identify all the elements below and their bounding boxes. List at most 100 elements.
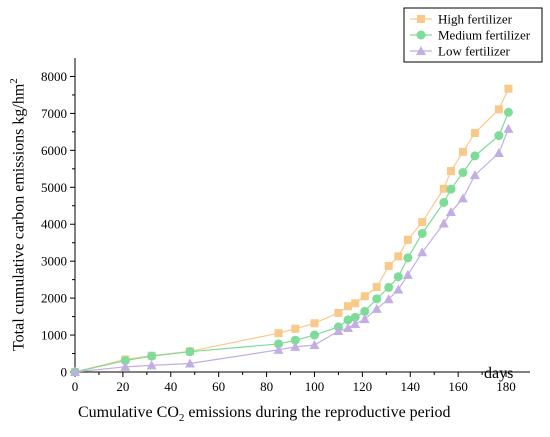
x-tick-label: 120	[353, 379, 373, 394]
legend-label-low-fertilizer: Low fertilizer	[438, 44, 510, 59]
data-point-high-fertilizer	[334, 308, 343, 317]
data-point-medium-fertilizer	[372, 294, 382, 304]
x-axis-ticks: 0 20 40 60 80 100 120 140 160 180	[72, 372, 516, 394]
data-point-low-fertilizer	[417, 247, 428, 257]
data-point-medium-fertilizer	[360, 306, 370, 316]
data-point-medium-fertilizer	[503, 107, 513, 117]
x-tick-label: 140	[401, 379, 421, 394]
x-tick-label: 60	[212, 379, 225, 394]
data-point-high-fertilizer	[494, 105, 503, 114]
data-point-medium-fertilizer	[446, 184, 456, 194]
series-medium-fertilizer	[70, 107, 513, 377]
data-point-medium-fertilizer	[120, 356, 130, 366]
data-point-medium-fertilizer	[417, 228, 427, 238]
data-point-medium-fertilizer	[470, 151, 480, 161]
y-tick-label: 5000	[41, 180, 67, 195]
x-tick-label: 0	[72, 379, 79, 394]
y-tick-label: 1000	[41, 328, 67, 343]
data-point-low-fertilizer	[273, 344, 284, 354]
x-tick-label: 80	[260, 379, 273, 394]
legend-marker-high-fertilizer	[417, 15, 425, 23]
data-point-high-fertilizer	[403, 235, 412, 244]
data-point-high-fertilizer	[310, 319, 319, 328]
data-point-low-fertilizer	[350, 318, 361, 328]
y-tick-label: 3000	[41, 254, 67, 269]
data-point-low-fertilizer	[343, 323, 353, 333]
data-point-low-fertilizer	[359, 314, 370, 324]
series-layer	[70, 84, 514, 377]
data-point-medium-fertilizer	[439, 197, 449, 207]
series-line-low-fertilizer	[74, 128, 510, 373]
y-axis-title: Total cumulative carbon emissions kg/hm2	[8, 79, 28, 352]
y-axis-ticks: 0 1000 2000 3000 4000 5000 6000 7000 8000	[41, 69, 75, 380]
x-tick-label: 100	[305, 379, 325, 394]
y-tick-label: 8000	[41, 69, 67, 84]
data-point-low-fertilizer	[457, 193, 468, 203]
data-point-high-fertilizer	[439, 184, 448, 193]
y-tick-label: 4000	[41, 217, 67, 232]
data-point-low-fertilizer	[493, 147, 504, 157]
data-point-medium-fertilizer	[343, 315, 353, 325]
legend-label-medium-fertilizer: Medium fertilizer	[438, 28, 531, 43]
data-point-high-fertilizer	[291, 324, 300, 333]
legend-item-high-fertilizer: High fertilizer	[410, 12, 513, 27]
data-point-medium-fertilizer	[350, 312, 360, 322]
series-line-high-fertilizer	[74, 88, 509, 373]
axes: 0 20 40 60 80 100 120 140 160 180 0 1000 2000 3000 40…	[41, 58, 530, 394]
x-tick-label: 160	[448, 379, 468, 394]
x-axis-title-suffix: emissions during the reproductive period	[184, 404, 451, 421]
data-point-high-fertilizer	[470, 128, 479, 137]
data-point-low-fertilizer	[445, 207, 456, 217]
y-tick-label: 0	[61, 365, 68, 380]
data-point-high-fertilizer	[446, 167, 455, 176]
legend-marker-medium-fertilizer	[416, 30, 426, 40]
x-axis-title-subscript: 2	[178, 412, 185, 425]
data-point-medium-fertilizer	[393, 272, 403, 282]
y-tick-label: 2000	[41, 291, 67, 306]
data-point-medium-fertilizer	[403, 253, 413, 263]
data-point-low-fertilizer	[309, 340, 320, 350]
data-point-low-fertilizer	[333, 325, 344, 335]
data-point-high-fertilizer	[458, 147, 467, 156]
data-point-medium-fertilizer	[458, 168, 468, 178]
x-tick-label: 20	[116, 379, 129, 394]
data-point-medium-fertilizer	[384, 282, 394, 292]
data-point-low-fertilizer	[383, 294, 394, 304]
data-point-high-fertilizer	[384, 261, 393, 270]
data-point-high-fertilizer	[504, 84, 513, 93]
legend-marker-low-fertilizer	[416, 46, 426, 55]
data-point-high-fertilizer	[274, 329, 283, 338]
data-point-low-fertilizer	[393, 284, 404, 294]
data-point-low-fertilizer	[290, 341, 301, 351]
data-point-high-fertilizer	[394, 252, 403, 261]
data-point-high-fertilizer	[351, 299, 360, 308]
y-tick-label: 6000	[41, 143, 67, 158]
legend-item-low-fertilizer: Low fertilizer	[410, 44, 510, 59]
x-tick-label: 40	[164, 379, 177, 394]
series-line-medium-fertilizer	[74, 112, 510, 373]
data-point-medium-fertilizer	[309, 330, 319, 340]
data-point-high-fertilizer	[372, 283, 381, 292]
legend-label-high-fertilizer: High fertilizer	[438, 12, 513, 27]
y-axis-title-text: Total cumulative carbon emissions kg/hm	[10, 84, 28, 352]
data-point-low-fertilizer	[402, 269, 413, 279]
data-point-low-fertilizer	[371, 303, 382, 313]
legend-item-medium-fertilizer: Medium fertilizer	[410, 28, 531, 43]
series-low-fertilizer	[70, 123, 514, 376]
x-axis-unit-label: days	[484, 365, 513, 382]
data-point-medium-fertilizer	[274, 339, 284, 349]
data-point-medium-fertilizer	[147, 351, 157, 361]
data-point-medium-fertilizer	[494, 131, 504, 141]
y-axis-title-superscript: 2	[8, 78, 20, 85]
data-point-medium-fertilizer	[290, 335, 300, 345]
series-high-fertilizer	[71, 84, 513, 376]
y-tick-label: 7000	[41, 106, 67, 121]
data-point-low-fertilizer	[120, 361, 131, 371]
data-point-low-fertilizer	[469, 170, 480, 180]
data-point-low-fertilizer	[503, 123, 514, 133]
data-point-high-fertilizer	[418, 218, 427, 227]
x-tick-label: 180	[496, 379, 516, 394]
